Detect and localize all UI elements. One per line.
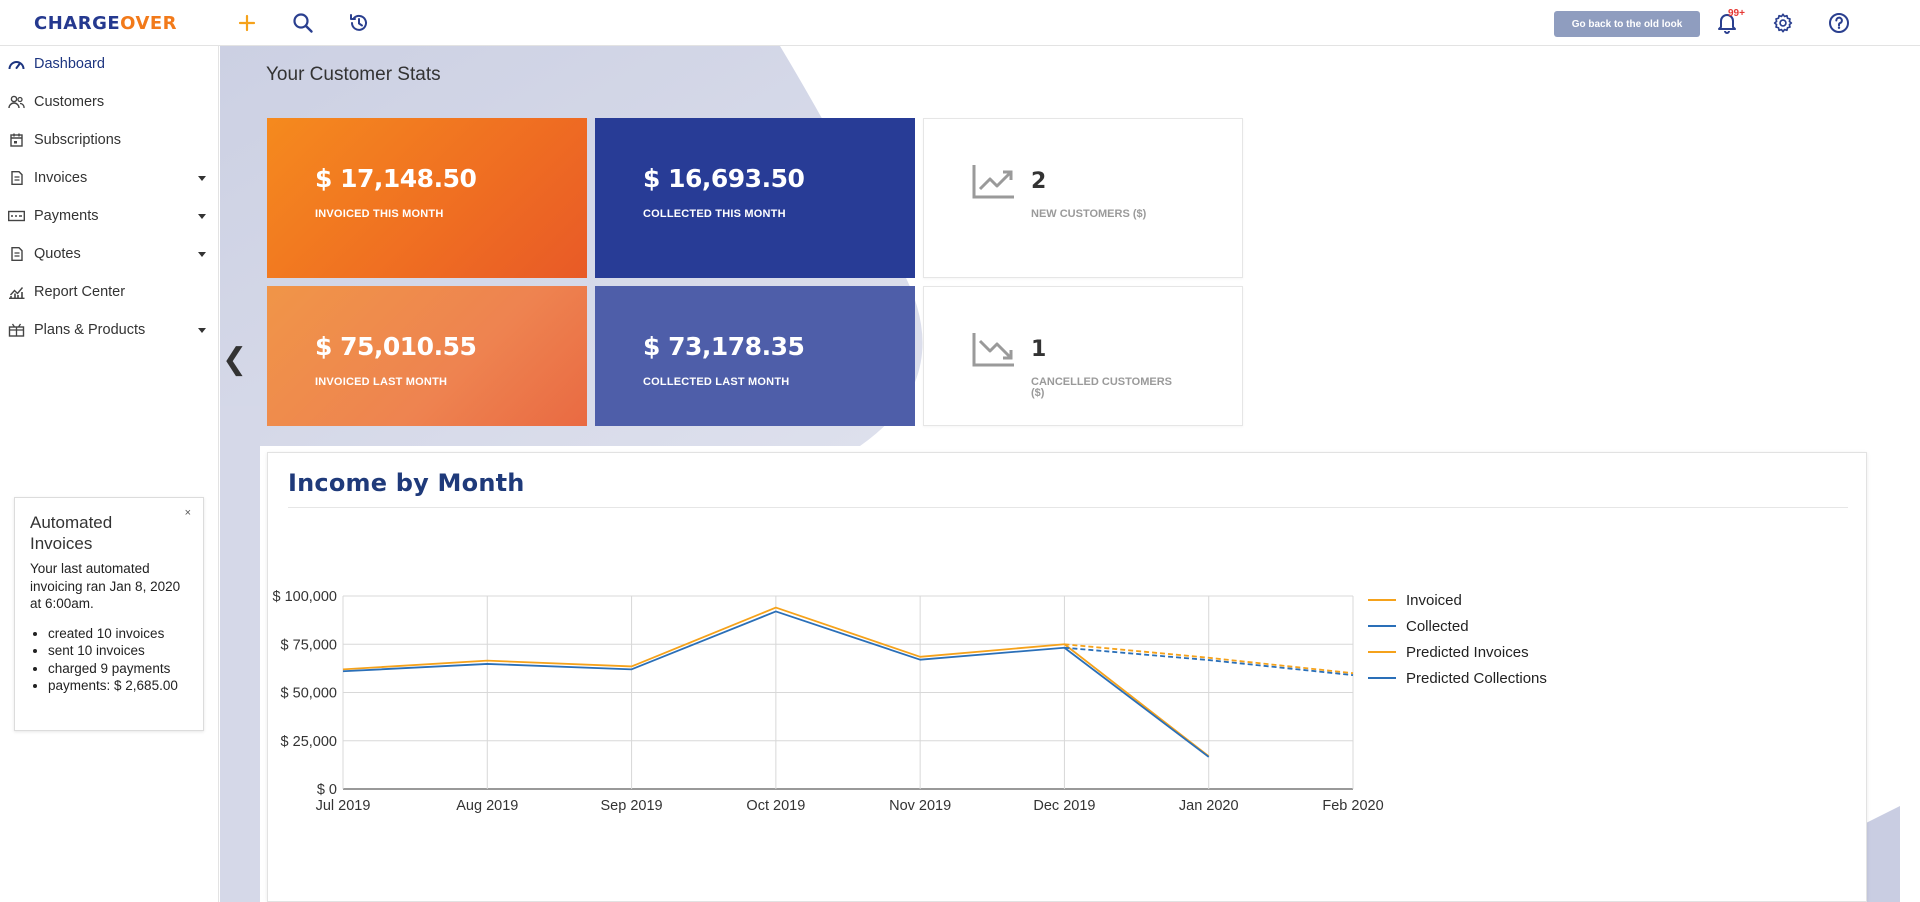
y-tick-label: $ 100,000	[272, 589, 337, 605]
help-icon[interactable]	[1825, 9, 1853, 37]
sidebar-item-report-center[interactable]: Report Center	[0, 277, 219, 307]
payment-icon	[8, 210, 25, 222]
sidebar-item-subscriptions[interactable]: Subscriptions	[0, 125, 219, 155]
x-tick-label: Jul 2019	[316, 798, 371, 814]
collapse-sidebar-icon[interactable]: ❮	[222, 342, 248, 377]
cancelled-customers-card[interactable]: 1 CANCELLED CUSTOMERS ($)	[923, 286, 1243, 426]
trending-up-icon	[972, 165, 1014, 199]
bell-icon[interactable]	[1713, 9, 1741, 37]
x-tick-label: Dec 2019	[1033, 798, 1095, 814]
income-line-chart: $ 0 $ 25,000 $ 50,000 $ 75,000 $ 100,000 Jul …	[272, 589, 1547, 814]
close-icon[interactable]: ×	[184, 507, 191, 519]
notification-badge: 99+	[1728, 8, 1745, 19]
invoiced-this-month-card[interactable]: $ 17,148.50 INVOICED THIS MONTH	[267, 118, 587, 278]
old-look-button[interactable]: Go back to the old look	[1554, 11, 1700, 37]
new-customers-card[interactable]: 2 NEW CUSTOMERS ($)	[923, 118, 1243, 278]
sidebar-item-label: Payments	[34, 208, 99, 224]
top-bar: CHARGEOVER Go back to the old look 99+	[0, 0, 1920, 46]
stat-value: 2	[1031, 169, 1047, 194]
history-icon[interactable]	[345, 9, 373, 37]
y-tick-label: $ 0	[317, 782, 337, 798]
list-item: sent 10 invoices	[48, 642, 189, 660]
sidebar-item-label: Quotes	[34, 246, 81, 262]
automated-invoices-card: × Automated Invoices Your last automated…	[14, 497, 204, 731]
chargeover-logo[interactable]: CHARGEOVER	[34, 13, 177, 34]
legend-entry: Predicted Invoices	[1406, 644, 1529, 661]
search-icon[interactable]	[289, 9, 317, 37]
calendar-icon	[10, 133, 23, 147]
chart-divider	[288, 507, 1848, 508]
sidebar-item-customers[interactable]: Customers	[0, 87, 219, 117]
sidebar-item-quotes[interactable]: Quotes	[0, 239, 219, 269]
x-tick-label: Jan 2020	[1179, 798, 1239, 814]
automated-invoices-message: Your last automated invoicing ran Jan 8,…	[30, 561, 181, 611]
sidebar-item-invoices[interactable]: Invoices	[0, 163, 219, 193]
invoiced-last-month-card[interactable]: $ 75,010.55 INVOICED LAST MONTH	[267, 286, 587, 426]
quote-icon	[11, 247, 23, 261]
stat-label: NEW CUSTOMERS ($)	[1031, 208, 1147, 220]
stat-label: INVOICED THIS MONTH	[315, 208, 444, 220]
stat-value: 1	[1031, 337, 1047, 362]
x-tick-label: Feb 2020	[1322, 798, 1383, 814]
collected-this-month-card[interactable]: $ 16,693.50 COLLECTED THIS MONTH	[595, 118, 915, 278]
main-content: Your Customer Stats $ 17,148.50 INVOICED…	[220, 46, 1900, 902]
stat-label: COLLECTED THIS MONTH	[643, 208, 786, 220]
chevron-down-icon[interactable]	[198, 214, 206, 219]
logo-text-charge: CHARGE	[34, 13, 121, 34]
collected-last-month-card[interactable]: $ 73,178.35 COLLECTED LAST MONTH	[595, 286, 915, 426]
stat-value: $ 73,178.35	[643, 332, 805, 361]
gear-icon[interactable]	[1769, 9, 1797, 37]
x-tick-label: Sep 2019	[601, 798, 663, 814]
series-line-predicted-invoices	[1064, 643, 1354, 675]
legend-entry: Collected	[1406, 618, 1469, 635]
list-item: payments: $ 2,685.00	[48, 677, 189, 695]
trending-down-icon	[972, 333, 1014, 367]
x-tick-label: Oct 2019	[746, 798, 805, 814]
legend-entry: Invoiced	[1406, 592, 1462, 609]
automated-invoices-list: created 10 invoices sent 10 invoices cha…	[48, 625, 189, 695]
sidebar-item-payments[interactable]: Payments	[0, 201, 219, 231]
chart-title: Income by Month	[288, 469, 525, 497]
sidebar-item-label: Customers	[34, 94, 105, 110]
report-icon	[9, 287, 25, 299]
sidebar-item-label: Plans & Products	[34, 322, 146, 338]
y-tick-label: $ 25,000	[281, 734, 337, 750]
stat-label: INVOICED LAST MONTH	[315, 376, 448, 388]
box-icon	[8, 323, 25, 337]
y-tick-label: $ 50,000	[281, 686, 337, 702]
chevron-down-icon[interactable]	[198, 328, 206, 333]
y-tick-label: $ 75,000	[281, 637, 337, 653]
stat-label: COLLECTED LAST MONTH	[643, 376, 790, 388]
sidebar-item-label: Subscriptions	[34, 132, 122, 148]
stat-value: $ 75,010.55	[315, 332, 477, 361]
series-line-predicted-collections	[1064, 646, 1354, 677]
chevron-down-icon[interactable]	[198, 252, 206, 257]
users-icon	[8, 95, 25, 109]
sidebar-item-label: Dashboard	[34, 56, 105, 72]
sidebar-item-plans-products[interactable]: Plans & Products	[0, 315, 219, 345]
x-tick-label: Aug 2019	[456, 798, 518, 814]
stat-value: $ 17,148.50	[315, 164, 477, 193]
dashboard-icon	[8, 61, 25, 70]
sidebar-item-dashboard[interactable]: Dashboard	[0, 49, 219, 79]
automated-invoices-title: Automated Invoices	[30, 513, 113, 553]
stats-title: Your Customer Stats	[266, 64, 441, 85]
list-item: created 10 invoices	[48, 625, 189, 643]
stat-value: $ 16,693.50	[643, 164, 805, 193]
logo-text-over: OVER	[120, 13, 178, 34]
legend-entry: Predicted Collections	[1406, 670, 1547, 687]
stat-label: CANCELLED CUSTOMERS ($)	[1031, 376, 1172, 399]
income-chart-card: Income by Month $ 0 $ 25,000 $ 50,000 $ 75,…	[267, 452, 1867, 902]
x-tick-label: Nov 2019	[889, 798, 951, 814]
chevron-down-icon[interactable]	[198, 176, 206, 181]
sidebar: Dashboard Customers Subscriptions Invoic…	[0, 46, 219, 902]
invoice-icon	[11, 171, 23, 185]
sidebar-item-label: Invoices	[34, 170, 88, 186]
plus-icon[interactable]	[233, 9, 261, 37]
sidebar-item-label: Report Center	[34, 284, 126, 300]
list-item: charged 9 payments	[48, 660, 189, 678]
